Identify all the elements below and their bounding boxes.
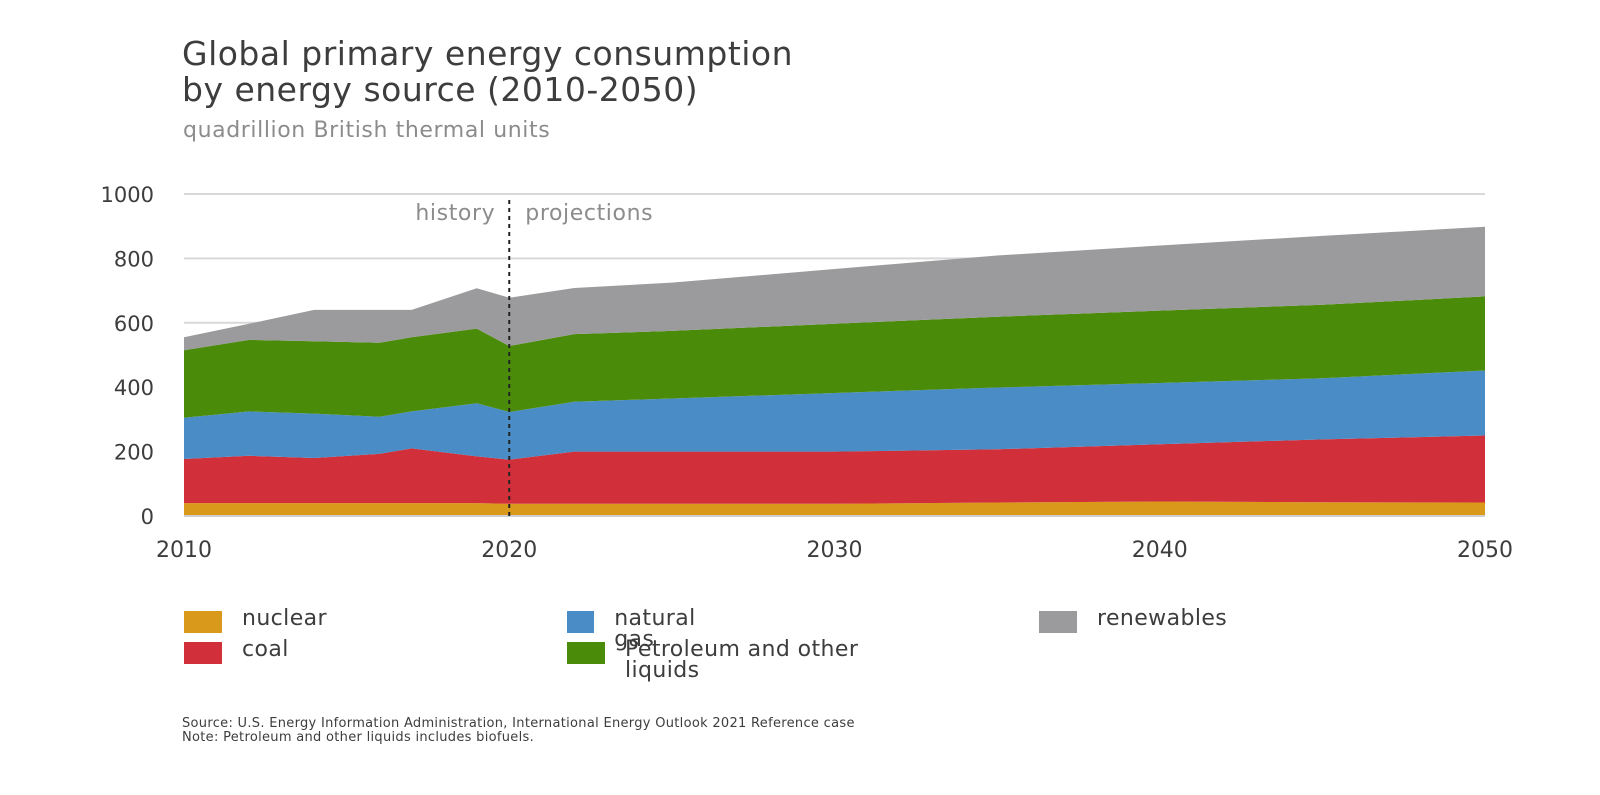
legend-swatch — [567, 642, 605, 664]
chart-title-line-2: by energy source (2010-2050) — [182, 70, 699, 109]
legend-swatch — [184, 611, 222, 633]
legend-swatch — [1039, 611, 1077, 633]
legend-label: natural gas — [614, 606, 696, 652]
area-coal — [184, 435, 1485, 504]
legend-label: nuclear — [242, 606, 327, 631]
x-tick-label: 2050 — [1457, 538, 1513, 563]
legend-swatch — [567, 611, 595, 633]
area-renewables — [184, 226, 1485, 351]
legend-label: coal — [242, 637, 289, 662]
axes: 0 200 400 600 800 1000 2010 2020 2030 2040 2050 his… — [101, 183, 1513, 563]
legend-item: coal — [184, 639, 289, 664]
source-notes: Source: U.S. Energy Information Administ… — [182, 717, 855, 745]
x-tick-label: 2010 — [156, 538, 212, 563]
legend-swatch — [184, 642, 222, 664]
y-tick-label: 600 — [114, 312, 154, 336]
y-tick-label: 0 — [141, 505, 154, 529]
source-line: Source: U.S. Energy Information Administ… — [182, 716, 855, 731]
legend-item: natural gas — [567, 606, 706, 652]
legend-label: Petroleum and other liquids — [625, 637, 859, 683]
history-label: history — [415, 201, 495, 226]
chart-subtitle: quadrillion British thermal units — [183, 118, 551, 143]
y-tick-label: 1000 — [101, 183, 154, 207]
legend-label: renewables — [1097, 606, 1228, 631]
legend-item: renewables — [1039, 608, 1227, 633]
legend-item: nuclear — [184, 608, 327, 633]
y-tick-label: 800 — [114, 247, 154, 271]
x-tick-label: 2030 — [807, 538, 863, 563]
y-tick-label: 400 — [114, 376, 154, 400]
projections-label: projections — [525, 201, 653, 226]
y-tick-label: 200 — [114, 441, 154, 465]
x-tick-label: 2020 — [481, 538, 537, 563]
legend-item: Petroleum and other liquids — [567, 637, 875, 683]
area-natural-gas — [184, 370, 1485, 460]
chart-title-line-1: Global primary energy consumption — [182, 34, 794, 73]
chart-title: Global primary energy consumption by ene… — [182, 36, 793, 108]
stacked-areas — [184, 226, 1485, 516]
footnote-line: Note: Petroleum and other liquids includ… — [182, 730, 535, 745]
x-tick-label: 2040 — [1132, 538, 1188, 563]
